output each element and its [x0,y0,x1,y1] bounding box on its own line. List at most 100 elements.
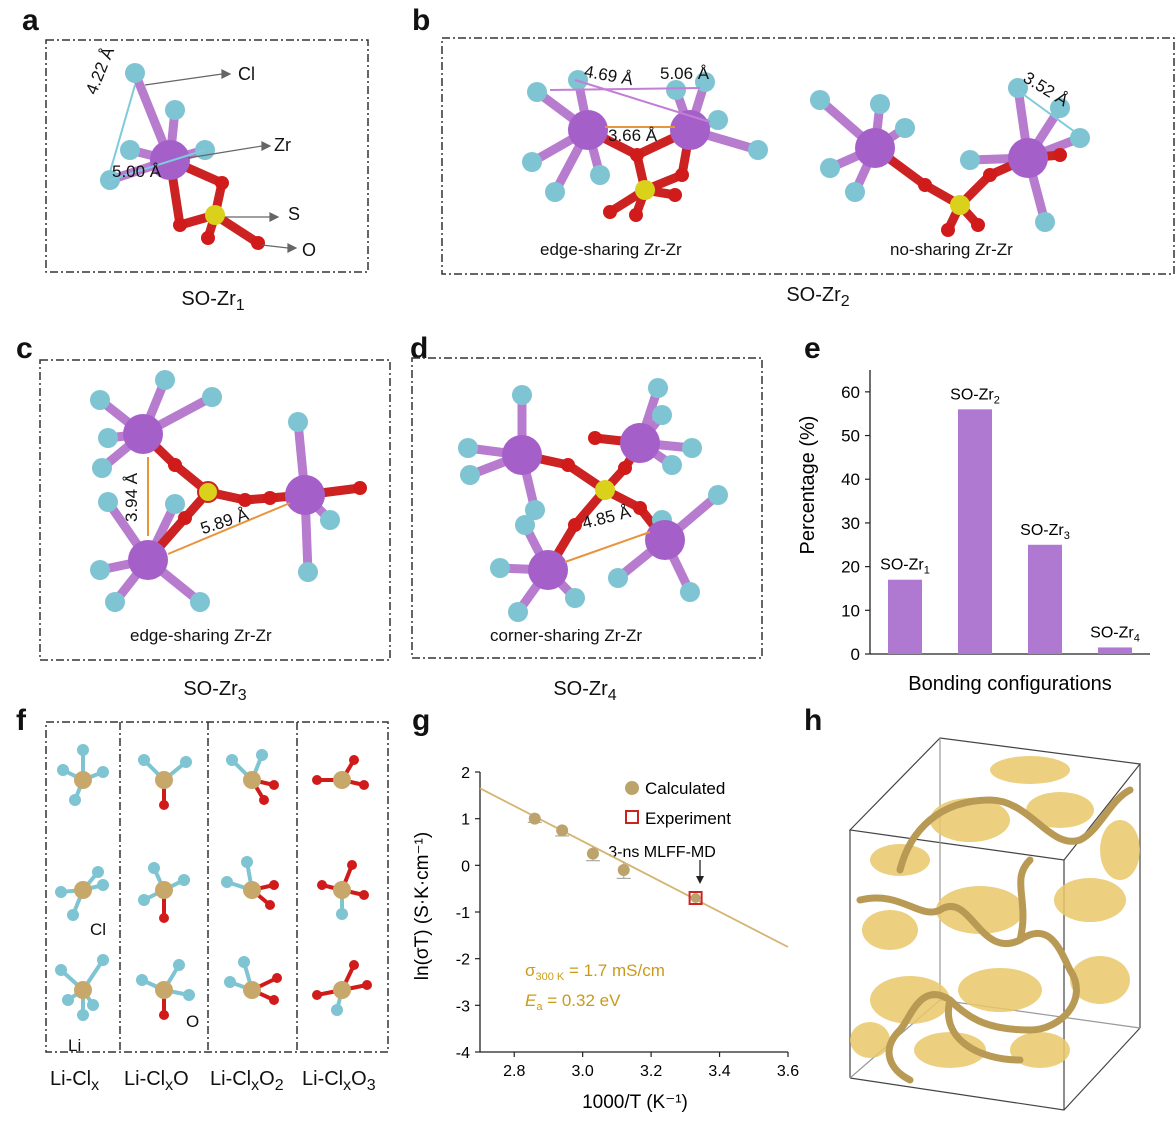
chlorine-atom [148,862,160,874]
chlorine-atom [92,866,104,878]
chlorine-atom [336,908,348,920]
panel-a-s-label: S [288,204,301,224]
bar-chart-y-tick-label: 20 [841,558,860,577]
bar-label: SO-Zr4 [1090,624,1140,644]
oxygen-atom [312,990,322,1000]
panel-f-cl-label: Cl [90,920,107,939]
bar-chart-y-tick-label: 60 [841,383,860,402]
arrhenius-y-label: ln(σT) (S·K·cm⁻¹) [412,832,433,980]
calculated-point [586,847,599,860]
chlorine-atom [69,794,81,806]
lithium-atom [74,981,92,999]
panel-d-title: SO-Zr4 [553,678,617,704]
panel-label-f: f [16,704,26,737]
panel-f-column-label-4: Li-ClxO3 [302,1068,376,1094]
panel-b-distance-3: 3.66 Å [608,126,658,145]
arrhenius-x-tick-label: 3.6 [777,1063,799,1080]
chlorine-atom [57,764,69,776]
chlorine-atom [67,909,79,921]
chlorine-atom [256,749,268,761]
oxygen-atom [349,755,359,765]
calculated-point [617,864,630,876]
chlorine-atom [238,956,250,968]
arrhenius-y-tick-label: -1 [456,905,470,922]
legend-calculated-marker [625,781,639,795]
panel-d-caption: corner-sharing Zr-Zr [490,626,643,645]
calculated-point-overlay [690,893,701,903]
chlorine-atom [221,876,233,888]
panel-h-diffusion-cube [848,737,1142,1111]
arrhenius-x-tick-label: 2.8 [503,1063,525,1080]
chlorine-atom [178,874,190,886]
panel-label-c: c [16,332,33,365]
bar-chart-y-label: Percentage (%) [797,416,819,555]
chlorine-atom [226,754,238,766]
chlorine-atom [55,886,67,898]
panel-f-column-label-3: Li-ClxO2 [210,1068,284,1094]
lithium-atom [333,881,351,899]
bar-chart-y-tick-label: 40 [841,470,860,489]
panel-d-structure [411,357,763,659]
bar-chart-y-tick-label: 50 [841,427,860,446]
panel-label-h: h [804,704,823,737]
legend-experiment-marker [625,810,639,824]
bar-chart-x-label: Bonding configurations [908,673,1111,695]
panel-label-d: d [410,332,429,365]
bar [1028,544,1062,654]
arrhenius-y-tick-label: -2 [456,952,470,969]
panel-c-distance-1: 3.94 Å [122,472,141,522]
oxygen-atom [272,973,282,983]
lithium-atom [74,881,92,899]
panel-a-structure [45,39,369,273]
panel-a-cl-label: Cl [238,64,255,84]
arrhenius-x-tick-label: 3.2 [640,1063,662,1080]
arrhenius-y-tick-label: 2 [461,765,470,782]
lithium-atom [243,881,261,899]
panel-label-e: e [804,332,821,365]
oxygen-atom [159,800,169,810]
panel-f-structures [45,721,389,1053]
panel-b-right-caption: no-sharing Zr-Zr [890,240,1013,259]
chlorine-atom [97,766,109,778]
bar-label: SO-Zr3 [1020,522,1070,542]
panel-c-title: SO-Zr3 [183,678,247,704]
arrhenius-legend: Calculated Experiment [625,779,731,828]
panel-b-structure [441,37,1175,275]
calculated-point [556,824,569,837]
panel-b-left-caption: edge-sharing Zr-Zr [540,240,682,259]
chlorine-atom [97,954,109,966]
bar-chart: Percentage (%) Bonding configurations 0 1… [797,370,1150,695]
bar-chart-y-tick-label: 10 [841,601,860,620]
bar-chart-y-tick-label: 0 [851,645,860,664]
activation-energy-annotation: Ea = 0.32 eV [525,991,621,1013]
chlorine-atom [87,999,99,1011]
chlorine-atom [97,879,109,891]
chlorine-atom [77,744,89,756]
panel-f-column-label-1: Li-Clx [50,1068,100,1094]
arrhenius-y-tick-label: 0 [461,858,470,875]
lithium-atom [333,981,351,999]
oxygen-atom [312,775,322,785]
panel-label-a: a [22,4,39,37]
panel-f-o-label: O [186,1012,200,1031]
lithium-atom [155,981,173,999]
oxygen-atom [159,913,169,923]
bar [888,579,922,654]
bar-label: SO-Zr1 [880,557,930,577]
oxygen-atom [349,960,359,970]
oxygen-atom [269,995,279,1005]
panel-f-column-label-2: Li-ClxO [124,1068,189,1094]
oxygen-atom [347,860,357,870]
chlorine-atom [331,1004,343,1016]
chlorine-atom [55,964,67,976]
oxygen-atom [359,890,369,900]
panel-c-caption: edge-sharing Zr-Zr [130,626,272,645]
oxygen-atom [362,980,372,990]
annotation-arrow [696,860,704,884]
lithium-atom [155,881,173,899]
panel-label-g: g [412,704,431,737]
lithium-atom [155,771,173,789]
fit-line [479,787,789,948]
chlorine-atom [136,974,148,986]
legend-calculated-label: Calculated [645,779,725,798]
